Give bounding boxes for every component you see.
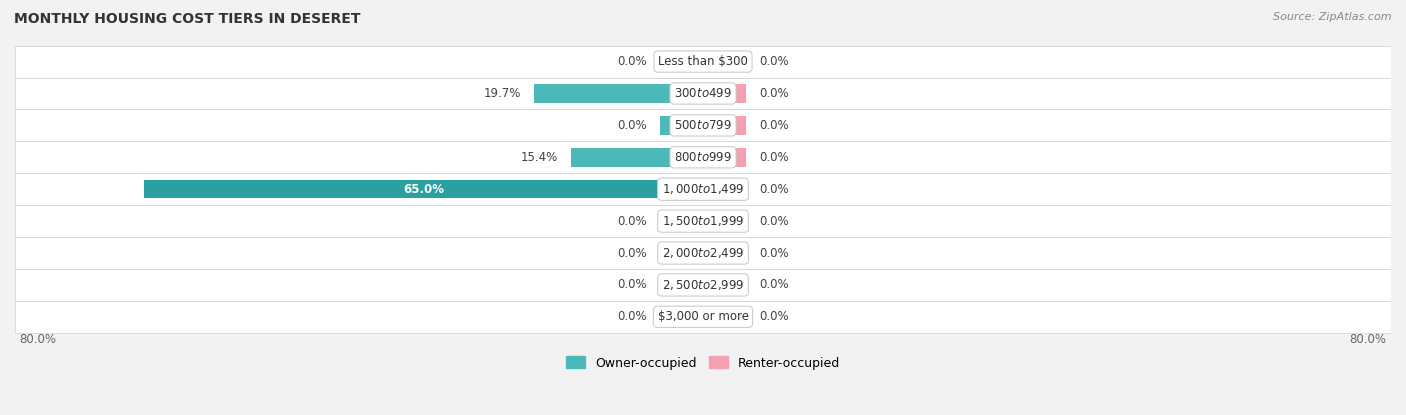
Text: 0.0%: 0.0% — [759, 247, 789, 259]
Text: 0.0%: 0.0% — [759, 55, 789, 68]
Bar — [659, 276, 703, 294]
Text: 0.0%: 0.0% — [617, 278, 647, 291]
Text: 80.0%: 80.0% — [20, 333, 56, 347]
Bar — [534, 84, 703, 103]
Text: Source: ZipAtlas.com: Source: ZipAtlas.com — [1274, 12, 1392, 22]
Bar — [703, 244, 747, 262]
Bar — [15, 142, 1391, 173]
Bar — [571, 148, 703, 166]
Bar — [15, 301, 1391, 333]
Text: $2,000 to $2,499: $2,000 to $2,499 — [662, 246, 744, 260]
Text: 0.0%: 0.0% — [617, 215, 647, 227]
Bar — [15, 237, 1391, 269]
Text: $1,500 to $1,999: $1,500 to $1,999 — [662, 214, 744, 228]
Bar — [15, 110, 1391, 142]
Text: $2,500 to $2,999: $2,500 to $2,999 — [662, 278, 744, 292]
Bar — [703, 52, 747, 71]
Bar — [15, 173, 1391, 205]
Text: 19.7%: 19.7% — [484, 87, 520, 100]
Bar — [703, 84, 747, 103]
Bar — [15, 78, 1391, 110]
Bar — [659, 52, 703, 71]
Legend: Owner-occupied, Renter-occupied: Owner-occupied, Renter-occupied — [561, 352, 845, 375]
Bar — [703, 148, 747, 166]
Text: 0.0%: 0.0% — [617, 310, 647, 323]
Bar — [15, 46, 1391, 78]
Bar — [15, 205, 1391, 237]
Text: 15.4%: 15.4% — [520, 151, 558, 164]
Text: 0.0%: 0.0% — [759, 278, 789, 291]
Text: 0.0%: 0.0% — [759, 183, 789, 196]
Bar — [143, 180, 703, 198]
Text: 0.0%: 0.0% — [759, 215, 789, 227]
Bar — [659, 308, 703, 326]
Bar — [659, 116, 703, 134]
Text: 0.0%: 0.0% — [617, 55, 647, 68]
Text: $500 to $799: $500 to $799 — [673, 119, 733, 132]
Text: 0.0%: 0.0% — [759, 119, 789, 132]
Text: 80.0%: 80.0% — [1350, 333, 1386, 347]
Text: 0.0%: 0.0% — [617, 247, 647, 259]
Text: 0.0%: 0.0% — [759, 151, 789, 164]
Bar — [703, 276, 747, 294]
Text: $800 to $999: $800 to $999 — [673, 151, 733, 164]
Bar — [703, 308, 747, 326]
Text: $1,000 to $1,499: $1,000 to $1,499 — [662, 182, 744, 196]
Bar — [15, 269, 1391, 301]
Text: MONTHLY HOUSING COST TIERS IN DESERET: MONTHLY HOUSING COST TIERS IN DESERET — [14, 12, 360, 27]
Bar — [659, 212, 703, 230]
Text: $300 to $499: $300 to $499 — [673, 87, 733, 100]
Bar — [703, 180, 747, 198]
Text: 0.0%: 0.0% — [759, 87, 789, 100]
Text: 65.0%: 65.0% — [404, 183, 444, 196]
Bar — [703, 212, 747, 230]
Text: Less than $300: Less than $300 — [658, 55, 748, 68]
Text: 0.0%: 0.0% — [759, 310, 789, 323]
Bar — [659, 244, 703, 262]
Text: $3,000 or more: $3,000 or more — [658, 310, 748, 323]
Bar — [703, 116, 747, 134]
Text: 0.0%: 0.0% — [617, 119, 647, 132]
